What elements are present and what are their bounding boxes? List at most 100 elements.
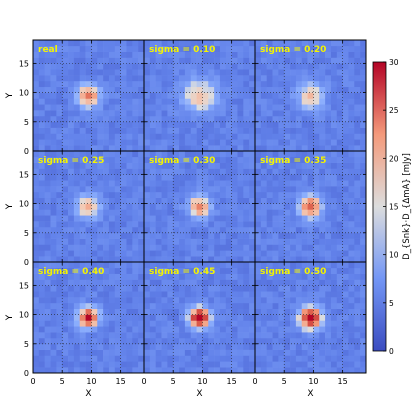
heat-cell [325,69,332,76]
heat-cell [68,279,75,286]
heat-cell [342,232,349,239]
heat-cell [33,232,40,239]
heat-cell [85,337,92,345]
heat-cell [336,326,343,333]
heat-cell [167,174,174,181]
heat-cell [249,186,256,193]
heat-cell [33,279,40,286]
heat-cell [73,215,81,222]
heat-cell [301,355,308,362]
heat-cell [313,308,320,315]
heat-cell [219,250,227,257]
heat-cell [260,314,267,321]
heat-cell [325,40,332,47]
heat-cell [348,215,355,222]
heat-cell [231,133,238,140]
heat-cell [260,285,267,292]
heat-cell [155,250,162,257]
heat-cell [266,320,273,327]
heat-cell [319,75,326,82]
heat-cell [103,256,110,263]
heat-cell [167,209,174,216]
heat-cell [38,285,45,292]
heat-cell [272,343,279,350]
heat-cell [132,98,139,105]
heat-cell [144,63,151,70]
heat-cell [290,349,297,356]
heat-cell [342,285,349,292]
heat-cell [360,291,367,298]
heat-cell [73,267,81,274]
heat-cell [44,156,51,163]
heat-cell [342,197,349,204]
heat-cell [155,355,162,362]
heat-cell [144,121,151,128]
heat-cell [184,174,192,181]
heat-cell [179,343,186,350]
heat-cell [190,145,197,152]
heat-cell [208,221,215,228]
heat-cell [56,110,63,117]
heat-cell [319,361,326,368]
heat-cell [120,267,127,274]
heat-cell [342,180,349,187]
heat-cell [360,326,367,333]
heat-cell [167,186,174,193]
heat-cell [91,75,98,82]
heat-cell [249,232,256,239]
heat-cell [342,326,349,333]
heat-cell [62,332,69,339]
heat-cell [330,197,338,204]
heat-cell [50,250,57,257]
heat-cell [231,355,238,362]
heat-cell [208,145,215,152]
heat-cell [126,51,133,58]
heat-cell [260,226,267,234]
heat-cell [307,197,314,204]
heat-cell [85,332,92,339]
heat-cell [214,57,221,64]
heat-cell [144,186,151,193]
heat-cell [325,191,332,199]
heat-cell [190,75,197,82]
heat-cell [132,232,139,239]
heat-cell [348,51,355,58]
heat-cell [243,80,250,88]
heat-cell [360,285,367,292]
heat-cell [225,291,232,298]
heat-cell [231,57,238,64]
heat-cell [348,337,355,345]
heat-cell [114,63,121,70]
heat-cell [190,156,197,163]
heat-cell [33,314,40,321]
heat-cell [290,250,297,257]
heat-cell [79,285,86,292]
heat-cell [260,75,267,82]
heat-cell [255,104,262,111]
panel-label: sigma = 0.45 [149,267,215,277]
heat-cell [301,250,308,257]
heat-cell [97,57,104,64]
heat-cell [126,267,133,274]
heat-cell [33,226,40,234]
heat-cell [50,279,57,286]
heat-cell [184,162,192,169]
heat-cell [79,308,86,315]
heat-cell [85,168,92,175]
heat-cell [114,314,121,321]
heat-cell [202,57,209,64]
heat-cell [44,215,51,222]
heat-cell [91,343,98,350]
heat-cell [79,151,86,158]
heat-cell [208,203,215,210]
heat-cell [155,121,162,128]
heat-cell [237,238,244,245]
heat-cell [196,121,203,128]
heat-cell [249,133,256,140]
heat-cell [114,110,121,117]
heat-cell [149,145,156,152]
heat-cell [336,337,343,345]
heat-cell [348,279,355,286]
heat-cell [126,80,133,88]
heat-cell [266,256,273,263]
